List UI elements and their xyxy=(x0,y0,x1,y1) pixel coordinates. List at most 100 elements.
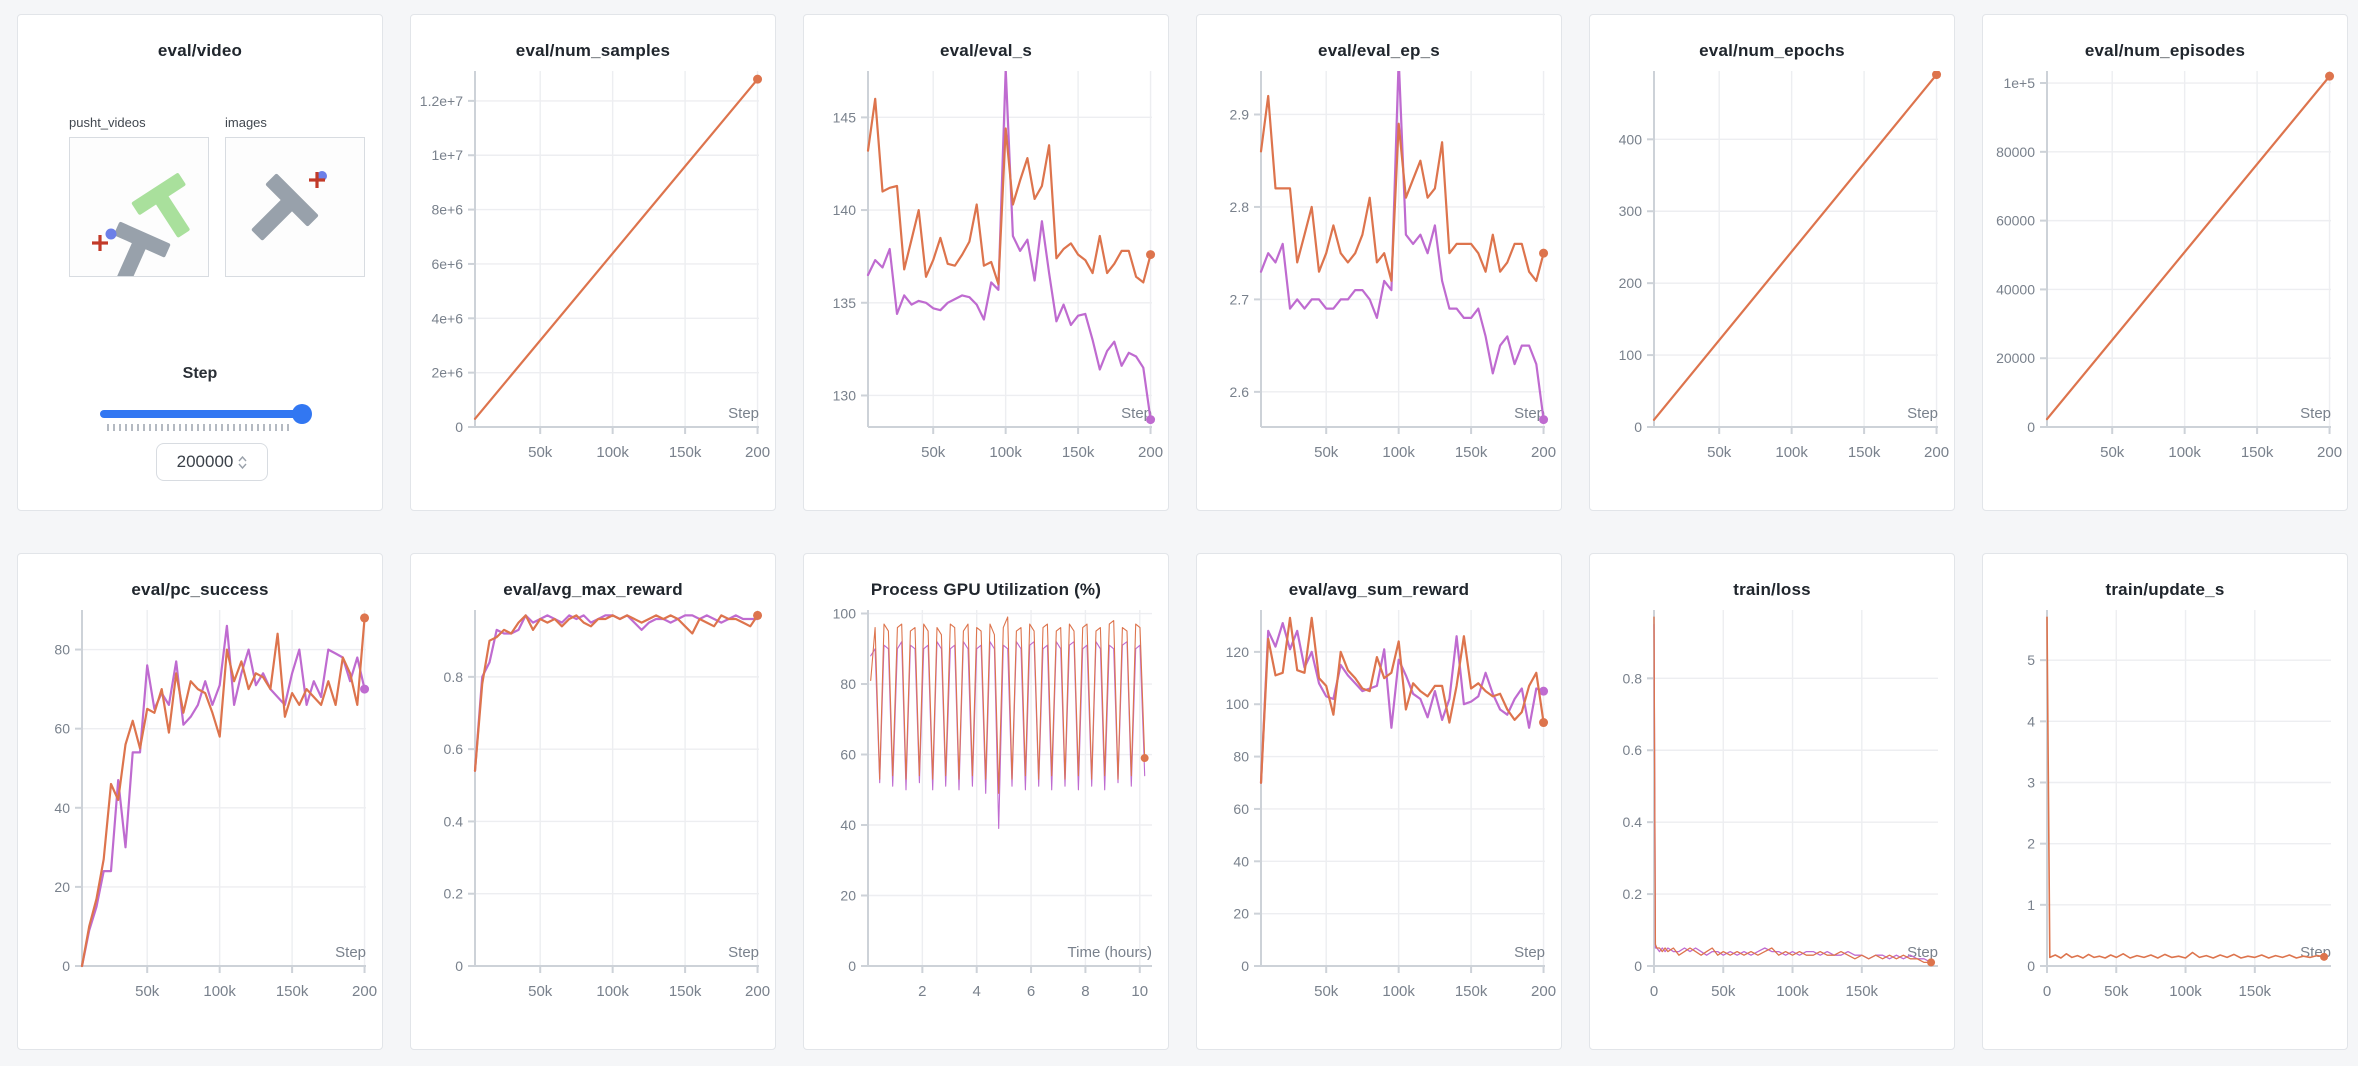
chart-panel[interactable]: eval/avg_max_reward 0 0.2 0.4 0.6 0.8 50k 100k… xyxy=(410,553,776,1050)
step-slider-track[interactable] xyxy=(100,404,312,424)
svg-text:0.2: 0.2 xyxy=(1623,886,1643,902)
chart-title: train/loss xyxy=(1733,580,1811,599)
chart-plot[interactable]: 0 20 40 60 80 100 120 50k 100k 150k 200 Step xyxy=(1197,604,1562,1024)
svg-text:150k: 150k xyxy=(2241,444,2274,461)
svg-text:0: 0 xyxy=(1634,958,1642,974)
chart-panel[interactable]: eval/pc_success 0 20 40 60 80 50k 100k 150k 200 S… xyxy=(17,553,383,1050)
svg-text:50k: 50k xyxy=(528,444,553,461)
chart-panel[interactable]: train/loss 0 0.2 0.4 0.6 0.8 0 50k 100k 150k Step xyxy=(1589,553,1955,1050)
svg-text:150k: 150k xyxy=(1455,983,1488,1000)
video-thumbnail-pusht[interactable] xyxy=(69,137,209,284)
step-slider-thumb[interactable] xyxy=(292,404,312,424)
svg-text:80: 80 xyxy=(1233,749,1249,765)
svg-text:50k: 50k xyxy=(1314,444,1339,461)
chart-plot[interactable]: 0 20000 40000 60000 80000 1e+5 50k 100k 150k 200 S… xyxy=(1983,65,2348,485)
chart-title: eval/eval_s xyxy=(939,41,1032,60)
svg-text:2.8: 2.8 xyxy=(1230,199,1250,215)
media-panel-eval-video[interactable]: eval/video pusht_videos images xyxy=(17,14,383,511)
svg-text:2e+6: 2e+6 xyxy=(431,365,463,381)
svg-text:200: 200 xyxy=(1138,444,1163,461)
svg-text:150k: 150k xyxy=(1455,444,1488,461)
svg-text:150k: 150k xyxy=(2239,983,2272,1000)
chart-panel[interactable]: eval/num_episodes 0 20000 40000 60000 80000 1… xyxy=(1982,14,2348,511)
panel-title: eval/video xyxy=(157,41,243,60)
spinner-up-icon[interactable] xyxy=(238,455,247,462)
chart-plot[interactable]: 130 135 140 145 50k 100k 150k 200 Step xyxy=(804,65,1169,485)
svg-text:4: 4 xyxy=(973,983,981,1000)
svg-text:50k: 50k xyxy=(1314,983,1339,1000)
goal-cross-marker xyxy=(92,235,108,251)
goal-cross-marker xyxy=(309,172,325,188)
svg-text:0.6: 0.6 xyxy=(1623,742,1643,758)
svg-text:150k: 150k xyxy=(1848,444,1881,461)
svg-text:Step: Step xyxy=(1907,944,1938,961)
svg-text:Time (hours): Time (hours) xyxy=(1068,944,1152,961)
panel-grid: eval/video pusht_videos images xyxy=(17,14,2348,1050)
svg-text:200: 200 xyxy=(745,983,770,1000)
pusht-scene-image xyxy=(92,173,190,284)
svg-text:0.8: 0.8 xyxy=(1623,670,1643,686)
chart-panel[interactable]: eval/num_epochs 0 100 200 300 400 50k 100k 150k… xyxy=(1589,14,1955,511)
chart-panel[interactable]: train/update_s 0 1 2 3 4 5 0 50k 100k 150k Step xyxy=(1982,553,2348,1050)
svg-text:40000: 40000 xyxy=(1996,281,2035,297)
svg-text:2.6: 2.6 xyxy=(1230,384,1250,400)
svg-text:2.7: 2.7 xyxy=(1230,291,1250,307)
svg-text:145: 145 xyxy=(833,109,857,125)
chart-plot[interactable]: 0 0.2 0.4 0.6 0.8 0 50k 100k 150k Step xyxy=(1590,604,1955,1024)
svg-text:200: 200 xyxy=(1924,444,1949,461)
chart-plot[interactable]: 2.6 2.7 2.8 2.9 50k 100k 150k 200 Step xyxy=(1197,65,1562,485)
svg-text:150k: 150k xyxy=(669,444,702,461)
svg-text:100k: 100k xyxy=(1775,444,1808,461)
stepper-buttons[interactable] xyxy=(238,455,247,469)
chart-title: eval/avg_sum_reward xyxy=(1288,580,1470,599)
svg-text:Step: Step xyxy=(335,944,366,961)
svg-text:80: 80 xyxy=(840,676,856,692)
svg-text:0: 0 xyxy=(2027,419,2035,435)
svg-text:150k: 150k xyxy=(1062,444,1095,461)
step-number-input[interactable]: 200000 xyxy=(156,443,268,481)
chart-plot[interactable]: 0 20 40 60 80 50k 100k 150k 200 Step xyxy=(18,604,383,1024)
svg-text:200: 200 xyxy=(1531,444,1556,461)
svg-text:40: 40 xyxy=(54,800,70,816)
chart-plot[interactable]: 0 100 200 300 400 50k 100k 150k 200 Step xyxy=(1590,65,1955,485)
svg-text:0: 0 xyxy=(62,958,70,974)
svg-text:Step: Step xyxy=(728,944,759,961)
chart-panel[interactable]: eval/eval_s 130 135 140 145 50k 100k 150k 200 St… xyxy=(803,14,1169,511)
svg-text:0: 0 xyxy=(455,958,463,974)
svg-text:0: 0 xyxy=(455,419,463,435)
chart-title: eval/avg_max_reward xyxy=(503,580,683,599)
pusht-block-t xyxy=(251,173,319,241)
svg-text:100k: 100k xyxy=(596,444,629,461)
video-thumbnail-images[interactable] xyxy=(225,137,365,277)
chart-panel[interactable]: Process GPU Utilization (%) 0 20 40 60 80 100… xyxy=(803,553,1169,1050)
svg-text:150k: 150k xyxy=(276,983,309,1000)
chart-panel[interactable]: eval/avg_sum_reward 0 20 40 60 80 100 120 50k 10… xyxy=(1196,553,1562,1050)
svg-text:200: 200 xyxy=(1619,275,1643,291)
chart-plot[interactable]: 0 2e+6 4e+6 6e+6 8e+6 1e+7 1.2e+7 50k 100k 150k 20… xyxy=(411,65,776,485)
pusht-target-t xyxy=(131,173,190,238)
svg-text:3: 3 xyxy=(2027,774,2035,790)
chart-panel[interactable]: eval/num_samples 0 2e+6 4e+6 6e+6 8e+6 1e+7 1.… xyxy=(410,14,776,511)
step-slider-label: Step xyxy=(182,365,218,382)
chart-plot[interactable]: 0 0.2 0.4 0.6 0.8 50k 100k 150k 200 Step xyxy=(411,604,776,1024)
svg-text:0: 0 xyxy=(1241,958,1249,974)
svg-text:0: 0 xyxy=(1650,983,1658,1000)
svg-text:0: 0 xyxy=(2027,958,2035,974)
svg-text:120: 120 xyxy=(1226,644,1250,660)
svg-text:100: 100 xyxy=(1619,347,1643,363)
svg-text:100k: 100k xyxy=(1382,983,1415,1000)
svg-text:1e+7: 1e+7 xyxy=(431,147,463,163)
svg-text:Step: Step xyxy=(1514,944,1545,961)
spinner-down-icon[interactable] xyxy=(238,463,247,469)
svg-text:0.8: 0.8 xyxy=(444,669,464,685)
svg-text:0.4: 0.4 xyxy=(1623,814,1643,830)
chart-panel[interactable]: eval/eval_ep_s 2.6 2.7 2.8 2.9 50k 100k 150k 20… xyxy=(1196,14,1562,511)
chart-title: Process GPU Utilization (%) xyxy=(870,580,1102,599)
svg-text:100k: 100k xyxy=(203,983,236,1000)
svg-text:200: 200 xyxy=(352,983,377,1000)
svg-text:60: 60 xyxy=(1233,801,1249,817)
svg-text:40: 40 xyxy=(840,817,856,833)
svg-text:8e+6: 8e+6 xyxy=(431,202,463,218)
chart-plot[interactable]: 0 20 40 60 80 100 2 4 6 8 10 Time (hours) xyxy=(804,604,1169,1024)
